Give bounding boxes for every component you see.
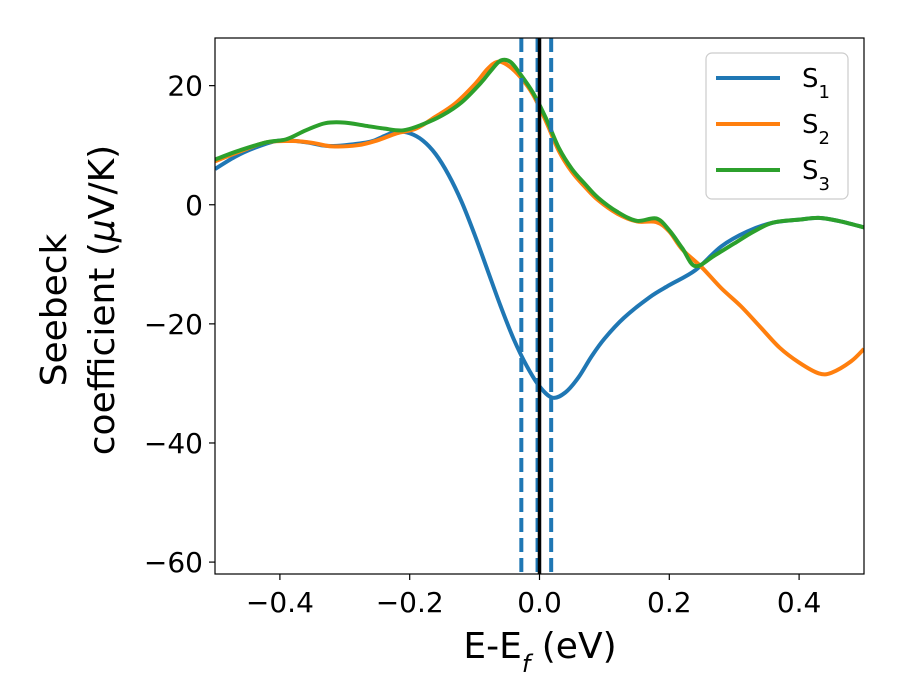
y-tick-label: 20: [167, 70, 203, 103]
x-axis-ticks: −0.4 −0.2 0.0 0.2 0.4: [246, 574, 821, 619]
y-tick-label: 0: [185, 189, 203, 222]
y-axis-title-line1: Seebeck: [34, 233, 75, 386]
legend-label-s3: S3: [802, 156, 830, 195]
x-tick-label: −0.2: [376, 586, 444, 619]
x-axis-title: E-Ef (eV): [463, 626, 616, 678]
y-axis-title-line2: coefficient (μV/K): [82, 145, 123, 455]
y-tick-label: −60: [144, 546, 203, 579]
y-tick-label: −20: [144, 308, 203, 341]
reference-lines: [519, 38, 554, 574]
y-axis-ticks: −60 −40 −20 0 20: [144, 70, 215, 579]
y-axis-title: Seebeck coefficient (μV/K): [34, 145, 123, 455]
x-tick-label: 0.2: [647, 586, 692, 619]
legend-label-s1: S1: [802, 64, 830, 103]
y-tick-label: −40: [144, 427, 203, 460]
legend-label-s2: S2: [802, 110, 830, 149]
legend: S1 S2 S3: [705, 52, 849, 200]
x-tick-label: −0.4: [246, 586, 314, 619]
x-tick-label: 0.4: [777, 586, 822, 619]
x-tick-label: 0.0: [517, 586, 562, 619]
